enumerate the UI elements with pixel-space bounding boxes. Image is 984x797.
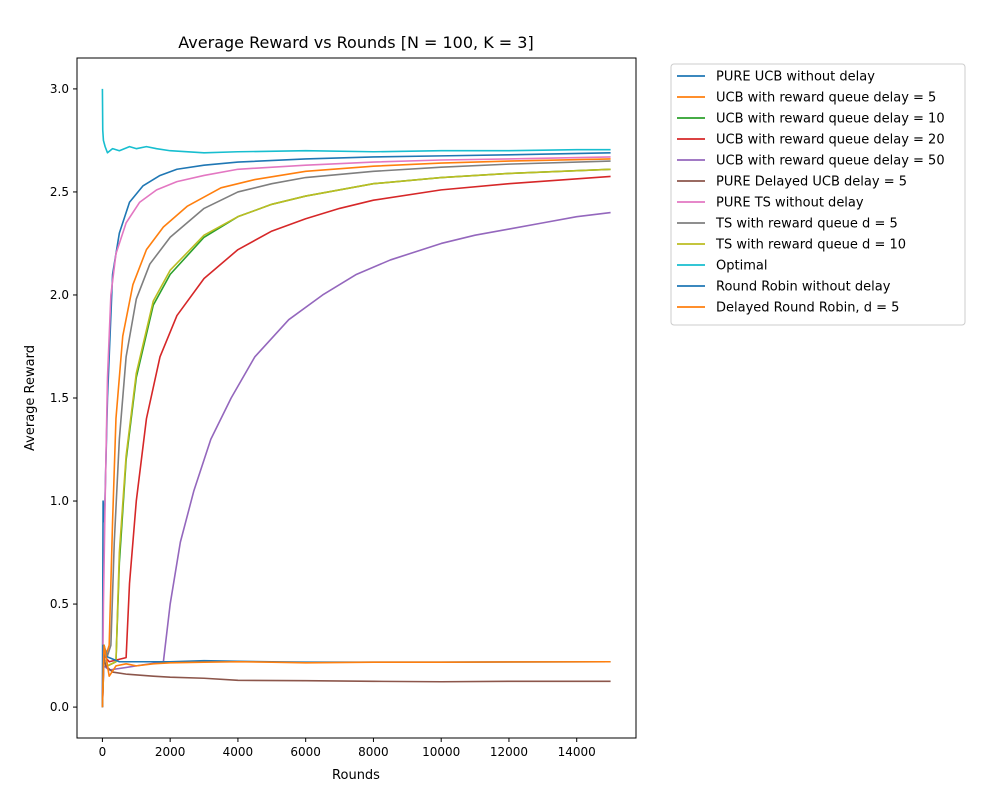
y-tick-label: 1.0 <box>50 494 69 508</box>
y-axis-label: Average Reward <box>23 345 38 451</box>
legend-label: PURE UCB without delay <box>716 70 875 85</box>
legend-item: Optimal <box>677 259 767 274</box>
legend-item: UCB with reward queue delay = 50 <box>677 154 945 169</box>
legend-label: UCB with reward queue delay = 5 <box>716 91 936 106</box>
legend-item: PURE Delayed UCB delay = 5 <box>677 175 907 190</box>
legend-label: PURE Delayed UCB delay = 5 <box>716 175 907 190</box>
legend-item: TS with reward queue d = 5 <box>677 217 898 232</box>
legend-item: UCB with reward queue delay = 20 <box>677 133 945 148</box>
x-tick-label: 14000 <box>558 745 596 759</box>
x-tick-label: 0 <box>99 745 107 759</box>
x-tick-label: 2000 <box>155 745 186 759</box>
plot-area <box>76 57 637 739</box>
x-tick-label: 8000 <box>358 745 389 759</box>
y-axis: 0.0 0.5 1.0 1.5 2.0 2.5 3.0 <box>50 82 77 714</box>
legend-item: Round Robin without delay <box>677 280 891 295</box>
legend-label: TS with reward queue d = 5 <box>715 217 898 232</box>
legend-box <box>670 63 966 326</box>
legend-label: Delayed Round Robin, d = 5 <box>716 301 899 316</box>
series-line-3 <box>101 168 611 708</box>
x-axis-label: Rounds <box>332 768 380 783</box>
x-tick-label: 6000 <box>290 745 321 759</box>
legend-label: UCB with reward queue delay = 10 <box>716 112 945 127</box>
series-line-7 <box>101 156 611 708</box>
series-line-12 <box>101 644 611 708</box>
legend-item: PURE TS without delay <box>677 196 864 211</box>
y-tick-label: 1.5 <box>50 391 69 405</box>
legend-label: Optimal <box>716 259 767 274</box>
series-line-4 <box>101 175 611 708</box>
legend: PURE UCB without delay UCB with reward qu… <box>670 63 966 326</box>
legend-label: Round Robin without delay <box>716 280 891 295</box>
legend-item: PURE UCB without delay <box>677 70 875 85</box>
series-line-11 <box>101 644 611 708</box>
legend-item: UCB with reward queue delay = 5 <box>677 91 936 106</box>
series-line-10 <box>101 88 611 154</box>
series-line-8 <box>101 160 611 708</box>
legend-item: TS with reward queue d = 10 <box>677 238 906 253</box>
x-tick-label: 10000 <box>422 745 460 759</box>
legend-item: UCB with reward queue delay = 10 <box>677 112 945 127</box>
series-line-5 <box>101 211 611 708</box>
chart-title: Average Reward vs Rounds [N = 100, K = 3… <box>178 33 533 52</box>
y-tick-label: 3.0 <box>50 82 69 96</box>
x-tick-label: 4000 <box>223 745 254 759</box>
x-tick-label: 12000 <box>490 745 528 759</box>
legend-label: UCB with reward queue delay = 50 <box>716 154 945 169</box>
y-tick-label: 2.5 <box>50 185 69 199</box>
series-line-9 <box>101 168 611 708</box>
x-axis: 0 2000 4000 6000 8000 10000 12000 14000 <box>99 738 596 759</box>
legend-item: Delayed Round Robin, d = 5 <box>677 301 899 316</box>
y-tick-label: 0.0 <box>50 700 69 714</box>
series-line-1 <box>101 151 611 708</box>
legend-label: PURE TS without delay <box>716 196 864 211</box>
series-lines <box>101 88 611 708</box>
y-tick-label: 2.0 <box>50 288 69 302</box>
legend-label: UCB with reward queue delay = 20 <box>716 133 945 148</box>
series-line-2 <box>101 158 611 708</box>
legend-label: TS with reward queue d = 10 <box>715 238 906 253</box>
y-tick-label: 0.5 <box>50 597 69 611</box>
